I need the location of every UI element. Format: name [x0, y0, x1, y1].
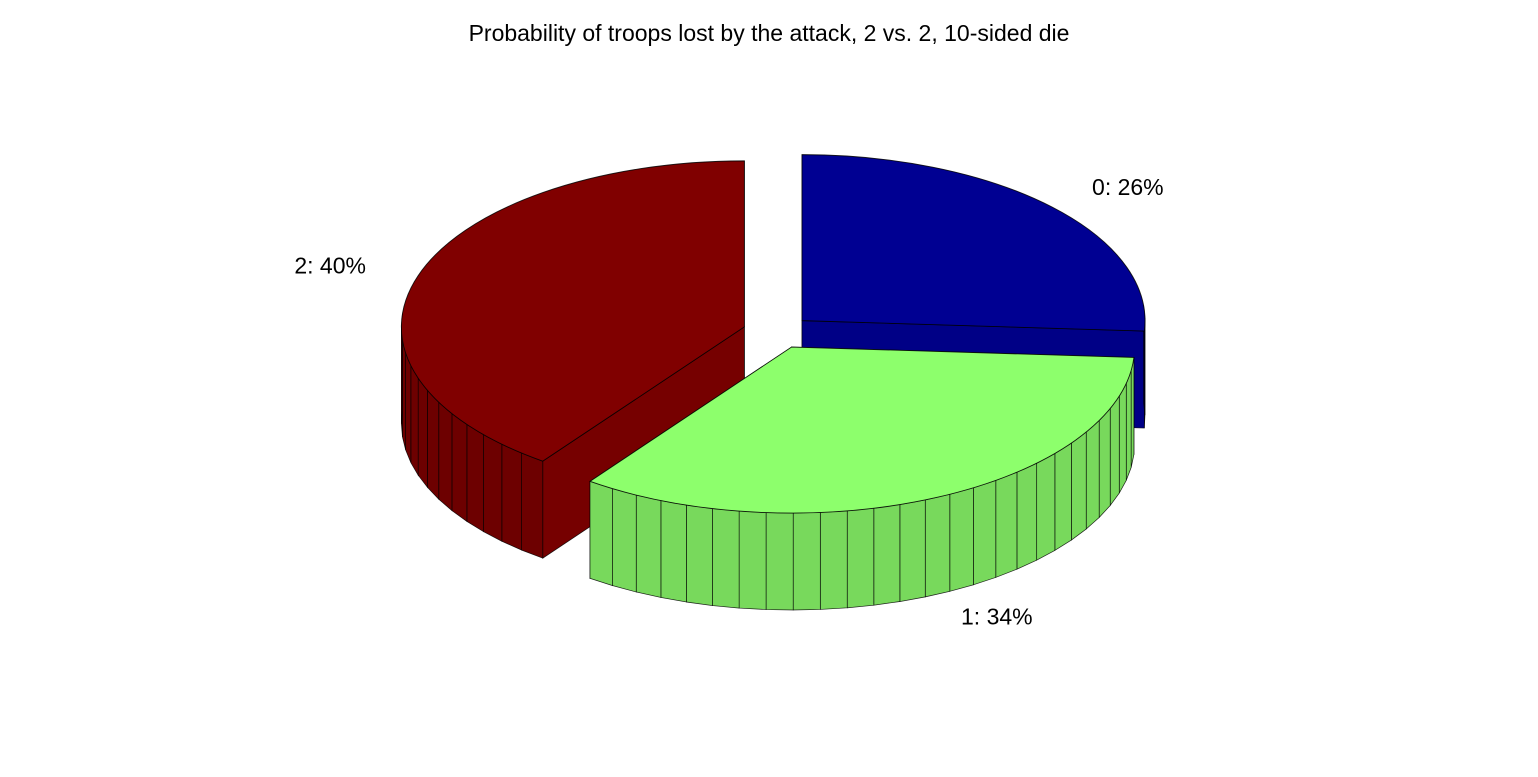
slice-1-wall-facet [1118, 383, 1127, 494]
slice-2-wall-facet [410, 364, 419, 477]
slice-1-wall-facet [1071, 431, 1087, 541]
slice-1-wall-facet [819, 510, 848, 610]
slice-1-wall-facet [973, 479, 997, 586]
slice-1-wall-facet [1125, 370, 1132, 481]
slice-1-wall-facet [738, 510, 767, 610]
pie-layer [400, 154, 1146, 611]
slice-1-wall-facet [1085, 419, 1100, 530]
slice-2-wall [401, 313, 544, 559]
slice-2-wall-facet [405, 352, 412, 463]
slice-0-top [801, 154, 1146, 332]
slice-1-wall-facet [765, 512, 794, 611]
slice-1-wall-facet [589, 480, 613, 587]
slice-1-wall-facet [1016, 462, 1038, 570]
slice-1-wall [589, 357, 1135, 611]
slice-2-top [400, 160, 745, 462]
label-layer: 0: 26% 1: 34% 2: 40% [294, 174, 1163, 629]
slice-0-wall-facet [1143, 318, 1146, 429]
slice-2-wall-facet [402, 339, 406, 450]
slice-1-wall-facet [635, 494, 662, 598]
slice-2-wall-facet [466, 423, 484, 533]
slice-2-wall-facet [483, 434, 503, 542]
slice-1-wall-facet [1130, 357, 1135, 468]
slice-2-wall-facet [438, 401, 453, 512]
slice-1-wall-facet [846, 507, 875, 609]
slice-2-wall-facet [451, 412, 468, 523]
slice-1-wall-facet [1109, 395, 1120, 507]
slice-1-wall-facet [899, 499, 926, 602]
slice-1-wall-facet [1036, 452, 1056, 561]
slice-1-wall-facet [1054, 442, 1072, 552]
slice-1-wall-facet [686, 504, 713, 606]
slice-1-wall-facet [949, 487, 974, 592]
slice-2-wall-facet [427, 389, 440, 501]
slice-label: 2: 40% [294, 252, 366, 278]
slice-2-wall-facet [521, 452, 544, 559]
slice-label: 1: 34% [961, 603, 1033, 629]
slice-1-wall-facet [612, 488, 637, 593]
slice-1-wall-facet [873, 504, 901, 606]
slice-2-wall-facet [501, 443, 522, 551]
slice-1-wall-facet [792, 512, 821, 611]
chart-title: Probability of troops lost by the attack… [468, 20, 1070, 46]
slice-2-wall-facet [417, 377, 428, 489]
slice-1-wall-facet [660, 500, 687, 603]
slice-1-wall-facet [995, 471, 1018, 578]
slice-1-wall-facet [712, 508, 740, 609]
slice-1-wall-facet [924, 493, 951, 598]
slice-1-top [588, 346, 1135, 514]
slice-label: 0: 26% [1092, 174, 1164, 200]
slice-1-wall-facet [1098, 407, 1111, 519]
